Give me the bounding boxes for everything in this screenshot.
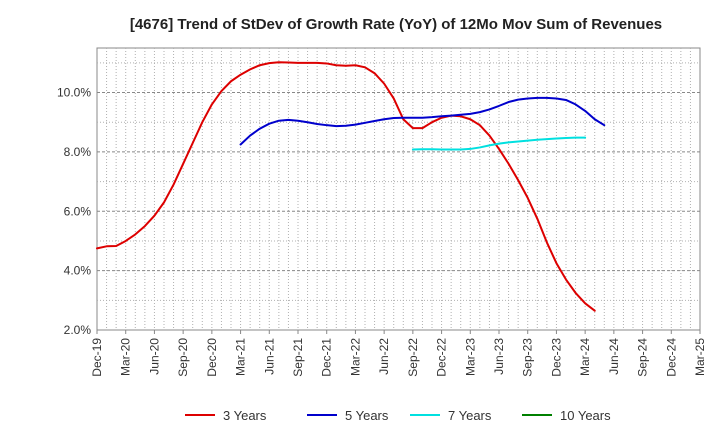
x-tick-label: Mar-21 xyxy=(234,338,248,376)
series-line-5-years xyxy=(239,96,606,146)
x-tick-label: Jun-21 xyxy=(262,338,276,375)
series-lines xyxy=(96,61,606,312)
legend-label-10-years: 10 Years xyxy=(560,408,611,423)
y-tick-label: 6.0% xyxy=(64,204,92,218)
series-line-3-years xyxy=(96,61,596,312)
x-tick-label: Dec-20 xyxy=(205,338,219,377)
x-tick-label: Sep-20 xyxy=(176,338,190,377)
chart-title: [4676] Trend of StDev of Growth Rate (Yo… xyxy=(130,16,662,33)
x-tick-label: Jun-20 xyxy=(147,338,161,375)
y-tick-label: 8.0% xyxy=(64,145,92,159)
x-tick-label: Dec-21 xyxy=(320,338,334,377)
x-tick-label: Jun-24 xyxy=(607,338,621,375)
x-tick-label: Sep-21 xyxy=(291,338,305,377)
x-tick-label: Mar-24 xyxy=(578,338,592,376)
grid xyxy=(96,47,701,331)
x-tick-label: Mar-23 xyxy=(463,338,477,376)
x-tick-label: Sep-24 xyxy=(636,338,650,377)
series-line-7-years xyxy=(411,136,587,151)
legend: 3 Years 5 Years 7 Years 10 Years xyxy=(185,408,611,423)
y-tick-label: 10.0% xyxy=(57,86,91,100)
y-tick-label: 4.0% xyxy=(64,264,92,278)
x-tick-label: Dec-23 xyxy=(549,338,563,377)
legend-label-7-years: 7 Years xyxy=(448,408,492,423)
axes: 2.0% 4.0% 6.0% 8.0% 10.0% Dec-19 Mar-20 Jun-20 S… xyxy=(57,86,707,377)
y-tick-label: 2.0% xyxy=(64,323,92,337)
legend-label-5-years: 5 Years xyxy=(345,408,389,423)
x-tick-label: Jun-22 xyxy=(377,338,391,375)
x-tick-label: Dec-22 xyxy=(435,338,449,377)
x-tick-label: Dec-24 xyxy=(664,338,678,377)
x-tick-label: Jun-23 xyxy=(492,338,506,375)
x-tick-label: Mar-25 xyxy=(693,338,707,376)
legend-label-3-years: 3 Years xyxy=(223,408,267,423)
x-tick-label: Mar-22 xyxy=(348,338,362,376)
x-tick-label: Mar-20 xyxy=(119,338,133,376)
plot-area xyxy=(96,47,701,331)
x-tick-label: Dec-19 xyxy=(90,338,104,377)
x-tick-label: Sep-23 xyxy=(521,338,535,377)
x-tick-label: Sep-22 xyxy=(406,338,420,377)
